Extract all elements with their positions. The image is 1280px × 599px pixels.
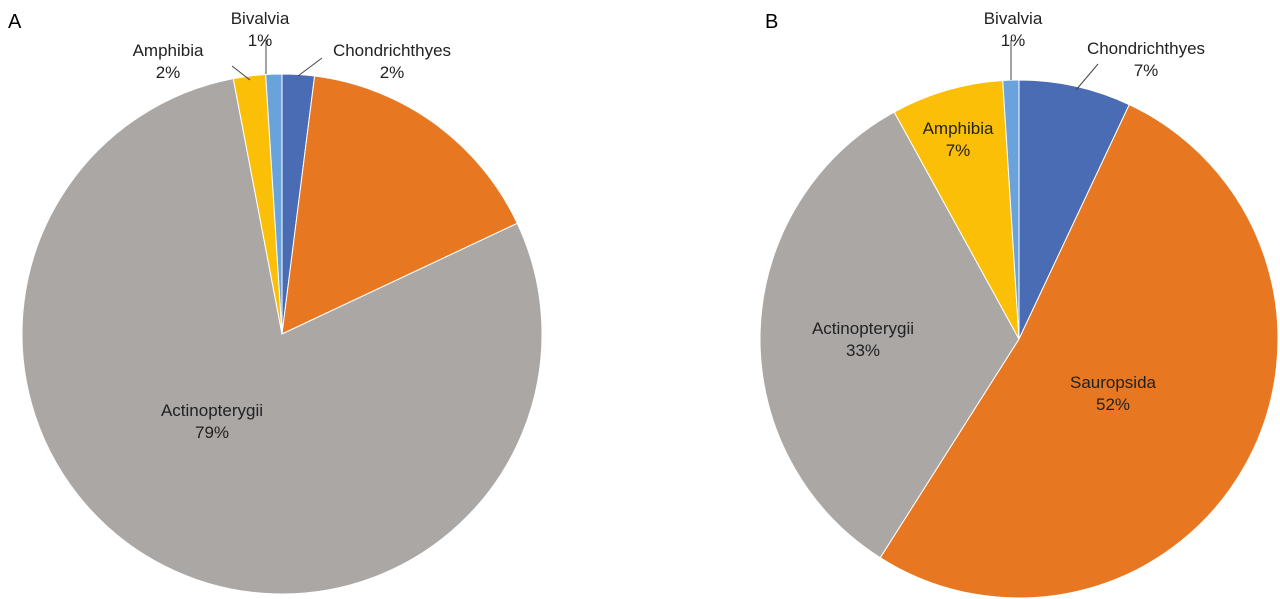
leader-line — [297, 57, 323, 77]
leader-line — [231, 65, 251, 81]
pie-slice-chondrichthyes-b — [1018, 79, 1130, 340]
slice-label: Actinopterygii — [161, 401, 263, 420]
slice-percent-label: 79% — [195, 423, 229, 442]
slice-percent-label: 1% — [1001, 31, 1026, 50]
slice-percent-label: 2% — [380, 63, 405, 82]
slice-label: Chondrichthyes — [1087, 39, 1205, 58]
slice-percent-label: 2% — [156, 63, 181, 82]
panel-letter-a: A — [8, 11, 22, 33]
leader-line — [1075, 63, 1099, 91]
slice-percent-label: 1% — [248, 31, 273, 50]
pie-a: Chondrichthyes 2% Actinopterygii 79% Amphibi… — [21, 9, 543, 595]
pie-slice-amphibia-b — [893, 79, 1020, 340]
pie-slice-bivalvia-b — [1002, 79, 1020, 340]
pie-slice-bivalvia-a — [265, 73, 283, 335]
slice-label: Actinopterygii — [812, 319, 914, 338]
slice-percent-label: 7% — [946, 141, 971, 160]
pie-slice-sauropsida-b — [879, 103, 1279, 599]
pie-b: Chondrichthyes 7% Sauropsida 52% Actinoptery… — [759, 9, 1279, 599]
slice-label: Sauropsida — [1070, 373, 1157, 392]
panel-letter-b: B — [765, 11, 778, 33]
pie-slice-actinopterygii-a — [21, 78, 543, 595]
pie-slice-actinopterygii-b — [759, 111, 1020, 559]
slice-label: Amphibia — [923, 119, 994, 138]
slice-percent-label: 33% — [846, 341, 880, 360]
slice-percent-label: 7% — [1134, 61, 1159, 80]
pie-slice-unlabeled-a — [281, 75, 518, 335]
slice-percent-label: 52% — [1096, 395, 1130, 414]
slice-label: Chondrichthyes — [333, 41, 451, 60]
slice-label: Bivalvia — [984, 9, 1043, 28]
slice-label: Amphibia — [133, 41, 204, 60]
slice-label: Bivalvia — [231, 9, 290, 28]
